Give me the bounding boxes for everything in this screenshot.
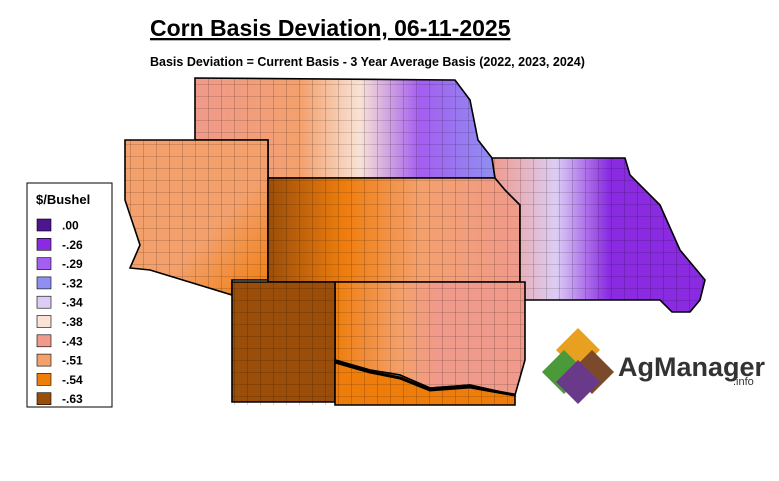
- legend-label: -.32: [62, 276, 83, 290]
- legend-swatch: [36, 218, 52, 232]
- legend-label: -.54: [62, 373, 83, 387]
- legend-swatch: [36, 315, 52, 328]
- river: [334, 360, 516, 397]
- legend-swatch: [36, 276, 52, 290]
- logo-name: AgManager: [618, 352, 766, 382]
- legend-label: -.51: [62, 354, 83, 368]
- logo-tile: [556, 360, 600, 404]
- legend-swatch: [36, 373, 52, 386]
- logo: AgManager .info: [542, 328, 766, 404]
- legend-swatch: [36, 295, 52, 309]
- legend-label: -.34: [62, 296, 83, 310]
- legend-swatch: [36, 238, 52, 251]
- logo-suffix: .info: [733, 376, 754, 388]
- legend-label: -.29: [62, 257, 83, 271]
- legend-label: -.63: [62, 392, 83, 406]
- legend-swatch: [36, 257, 52, 270]
- legend-swatch: [36, 353, 52, 367]
- legend-swatch: [36, 334, 52, 348]
- legend: $/Bushel .00 -.26 -.29 -.32 -.34 -.38 -.43 -.51…: [26, 182, 113, 408]
- legend-title: $/Bushel: [36, 192, 90, 207]
- legend-label: .00: [62, 219, 79, 233]
- legend-label: -.26: [62, 238, 83, 252]
- legend-swatch: [36, 392, 52, 406]
- map-title: Corn Basis Deviation, 06-11-2025: [150, 15, 511, 41]
- legend-items: .00 -.26 -.29 -.32 -.34 -.38 -.43 -.51 -.54 -.63: [36, 218, 83, 406]
- legend-label: -.38: [62, 315, 83, 329]
- legend-label: -.43: [62, 334, 83, 348]
- map-subtitle: Basis Deviation = Current Basis - 3 Year…: [150, 55, 585, 69]
